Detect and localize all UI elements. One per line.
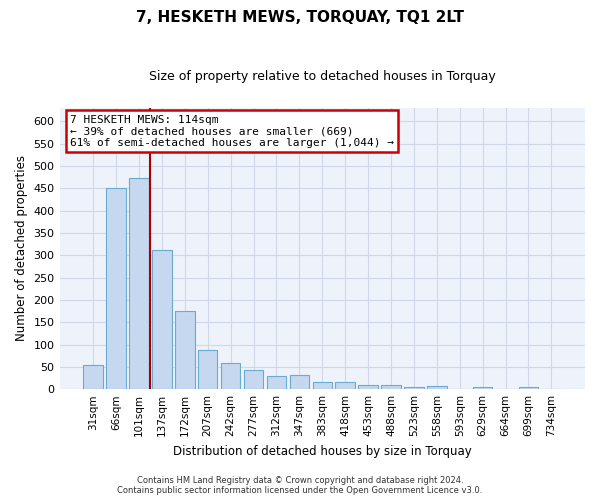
Bar (198, 350, 217, 389)
Y-axis label: Number of detached properties: Number of detached properties (15, 156, 28, 342)
Bar (83, 364, 103, 389)
Text: 7 HESKETH MEWS: 114sqm
← 39% of detached houses are smaller (669)
61% of semi-de: 7 HESKETH MEWS: 114sqm ← 39% of detached… (70, 115, 394, 148)
Bar (290, 375, 309, 389)
Text: 7, HESKETH MEWS, TORQUAY, TQ1 2LT: 7, HESKETH MEWS, TORQUAY, TQ1 2LT (136, 10, 464, 25)
Text: Contains HM Land Registry data © Crown copyright and database right 2024.
Contai: Contains HM Land Registry data © Crown c… (118, 476, 482, 495)
Bar (381, 384, 401, 389)
Bar (175, 310, 194, 389)
Bar (313, 382, 332, 389)
Bar (358, 384, 378, 389)
Bar (473, 387, 493, 389)
Title: Size of property relative to detached houses in Torquay: Size of property relative to detached ho… (149, 70, 496, 83)
Bar (335, 382, 355, 389)
Bar (244, 370, 263, 389)
X-axis label: Distribution of detached houses by size in Torquay: Distribution of detached houses by size … (173, 444, 472, 458)
Bar (129, 178, 149, 389)
Bar (519, 387, 538, 389)
Bar (404, 387, 424, 389)
Bar (267, 376, 286, 389)
Bar (152, 250, 172, 389)
Bar (106, 188, 126, 389)
Bar (427, 386, 446, 389)
Bar (221, 364, 241, 389)
